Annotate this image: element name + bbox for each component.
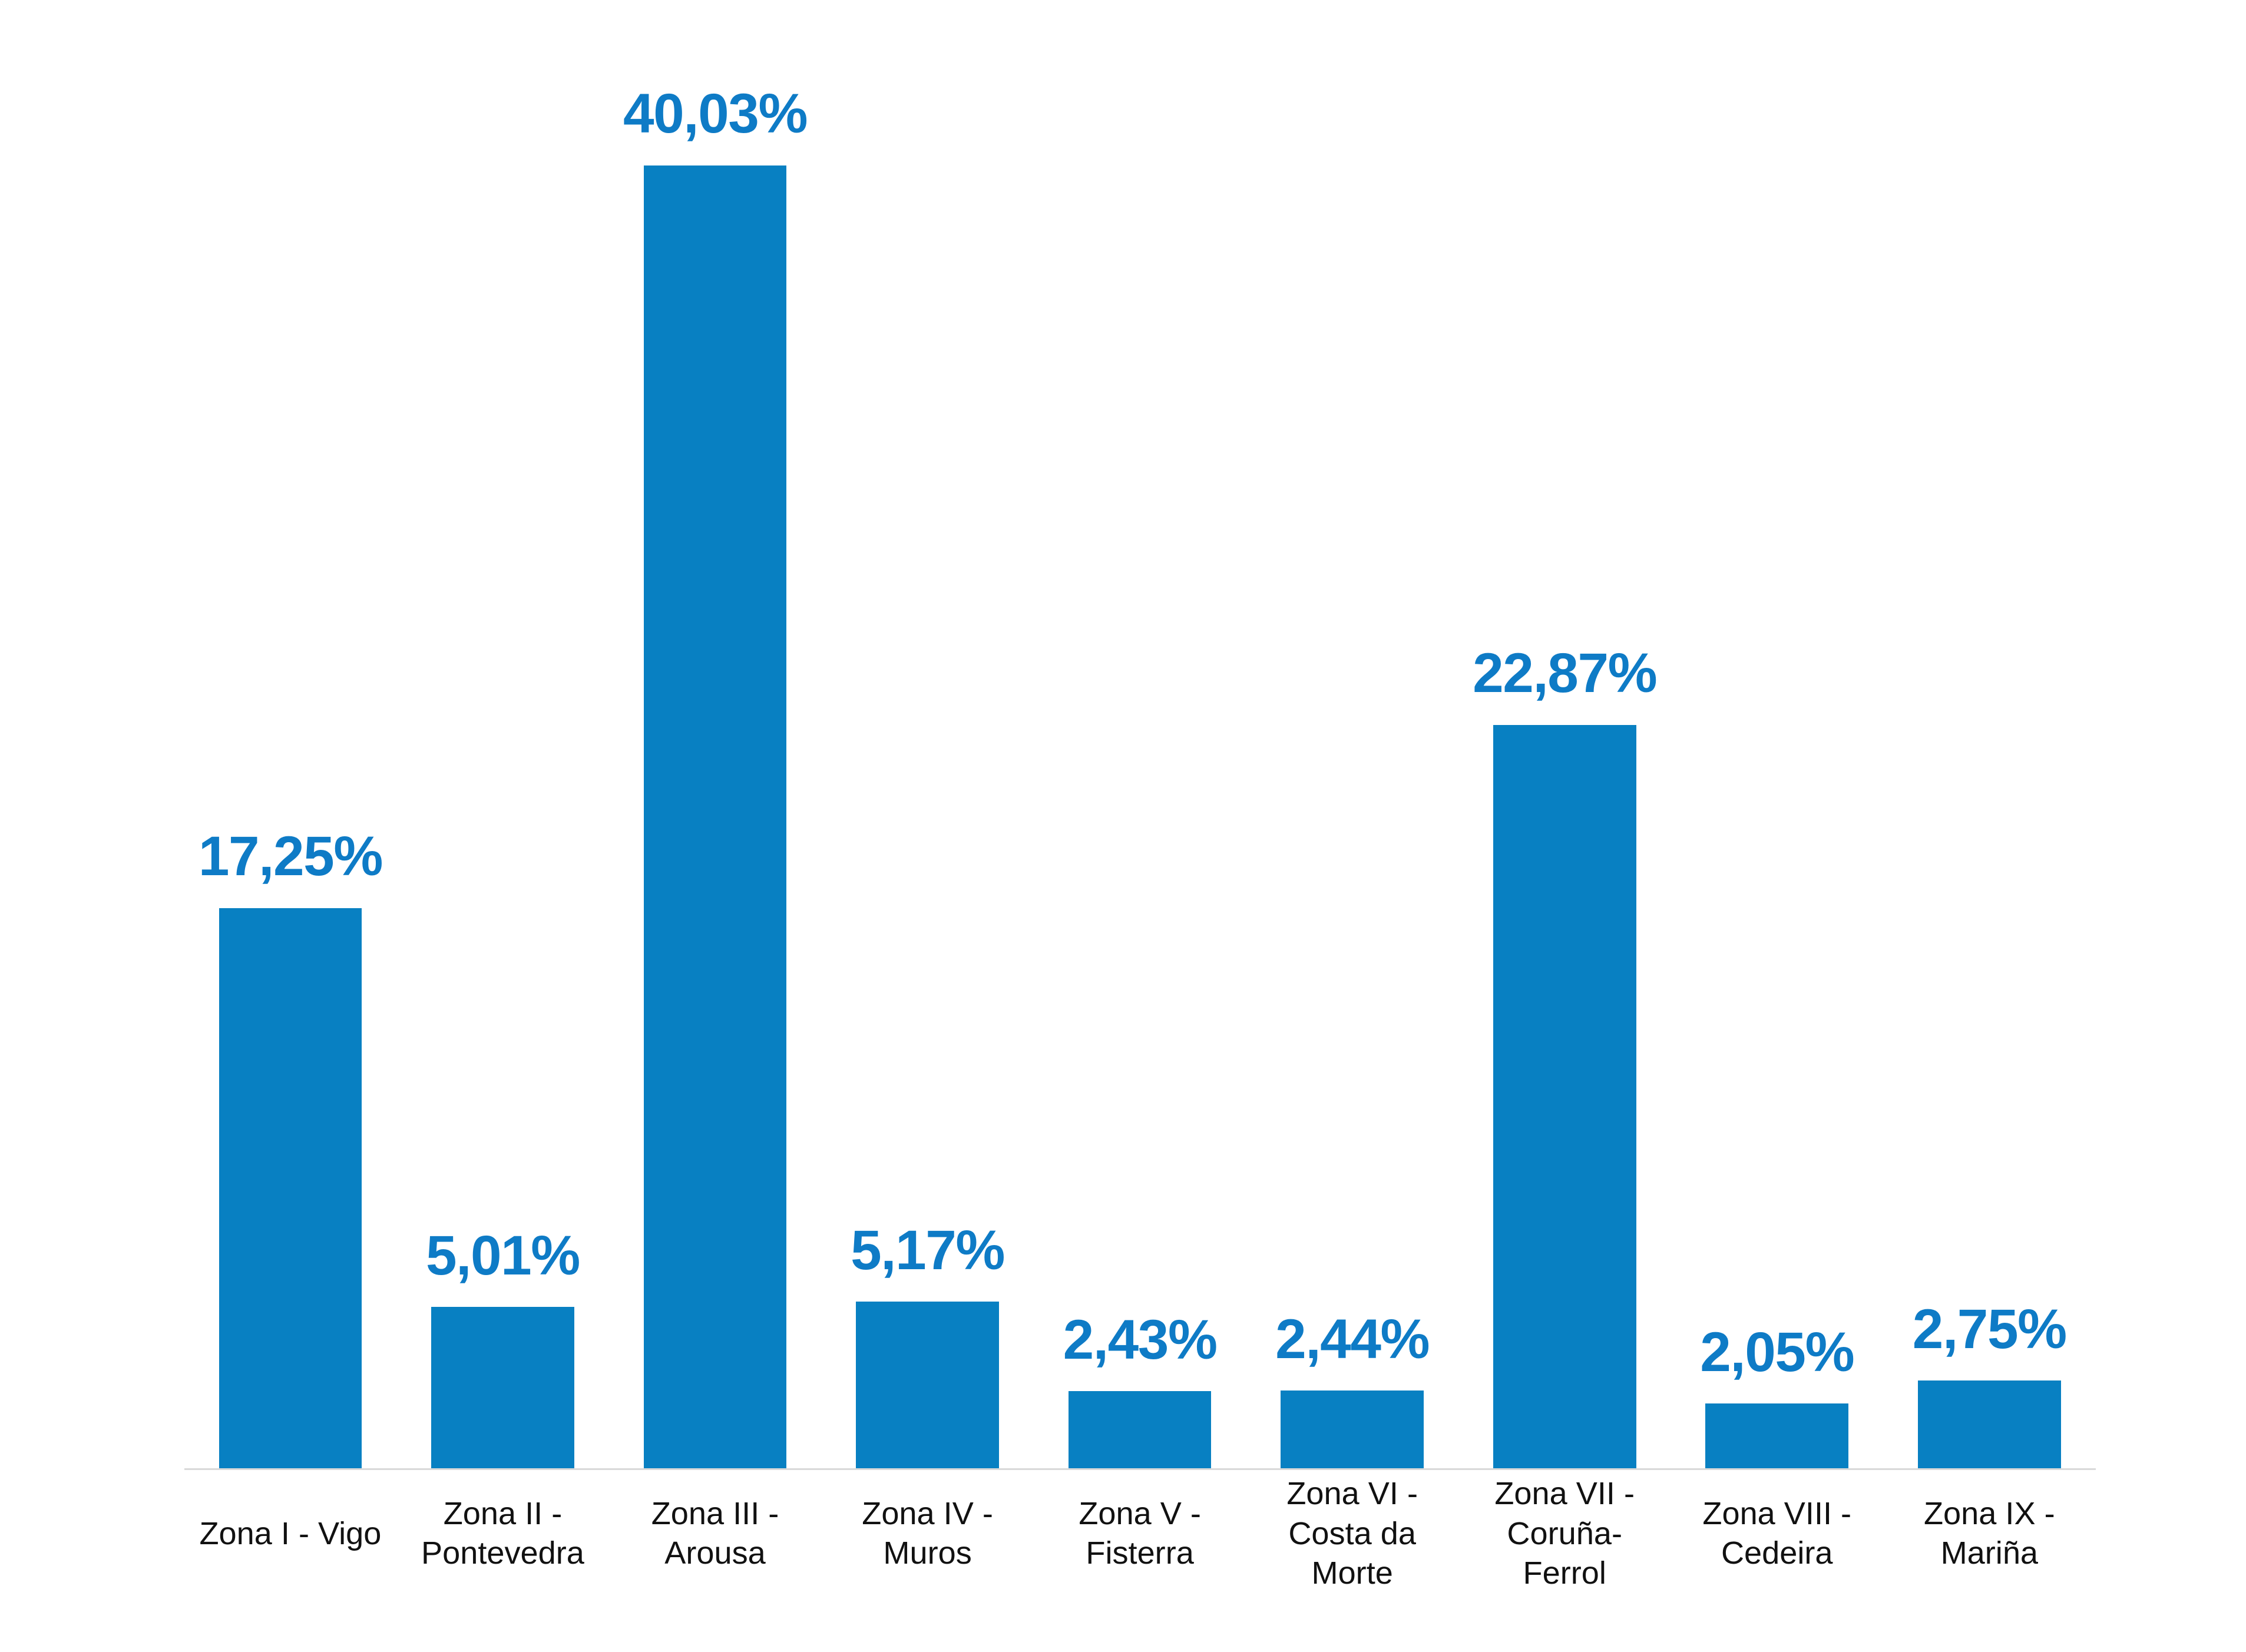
x-axis-label-zona-4: Zona IV - Muros — [862, 1495, 993, 1571]
bar-group-zona-5: 2,43% — [1034, 0, 1246, 1471]
bar-value-label: 17,25% — [198, 825, 383, 888]
bar-group-zona-9: 2,75% — [1883, 0, 2096, 1471]
bar — [1917, 1380, 2061, 1471]
bar-value-label: 40,03% — [623, 82, 808, 145]
x-axis-label-zona-5: Zona V - Fisterra — [1079, 1495, 1201, 1571]
x-axis-label-zona-6: Zona VI - Costa da Morte — [1286, 1475, 1418, 1591]
bar — [431, 1307, 574, 1471]
bar-group-zona-3: 40,03% — [609, 0, 822, 1471]
plot-area: 17,25% 5,01% 40,03% 5,17% 2,43% 2,44% — [184, 0, 2096, 1471]
bar-value-label: 5,17% — [851, 1219, 1005, 1282]
bar-group-zona-1: 17,25% — [184, 0, 397, 1471]
x-axis-label-zona-9: Zona IX - Mariña — [1924, 1495, 2055, 1571]
bar-group-zona-6: 2,44% — [1246, 0, 1458, 1471]
x-axis-labels: Zona I - Vigo Zona II - Pontevedra Zona … — [184, 1470, 2096, 1597]
x-axis-label-zona-2: Zona II - Pontevedra — [421, 1495, 584, 1571]
x-axis-line — [184, 1468, 2096, 1471]
bar-group-zona-2: 5,01% — [396, 0, 609, 1471]
bar — [1068, 1391, 1212, 1471]
bar-value-label: 2,44% — [1275, 1308, 1430, 1371]
bar-value-label: 22,87% — [1473, 642, 1658, 705]
bar — [643, 165, 787, 1471]
bar-value-label: 2,75% — [1912, 1297, 2067, 1360]
bar — [219, 908, 362, 1471]
bars-container: 17,25% 5,01% 40,03% 5,17% 2,43% 2,44% — [184, 0, 2096, 1471]
x-axis-label-zona-7: Zona VII - Coruña- Ferrol — [1494, 1475, 1635, 1591]
bar — [856, 1302, 999, 1471]
bar — [1493, 724, 1636, 1471]
x-axis-label-zona-3: Zona III - Arousa — [651, 1495, 779, 1571]
bar-value-label: 2,43% — [1063, 1308, 1218, 1371]
x-axis-label-zona-8: Zona VIII - Cedeira — [1702, 1495, 1852, 1571]
bar-group-zona-8: 2,05% — [1671, 0, 1883, 1471]
bar-group-zona-7: 22,87% — [1458, 0, 1671, 1471]
bar-group-zona-4: 5,17% — [821, 0, 1034, 1471]
bar-value-label: 2,05% — [1700, 1320, 1854, 1383]
bar — [1281, 1391, 1424, 1471]
x-axis-label-zona-1: Zona I - Vigo — [199, 1515, 382, 1551]
bar — [1705, 1403, 1849, 1471]
bar-value-label: 5,01% — [425, 1224, 580, 1287]
